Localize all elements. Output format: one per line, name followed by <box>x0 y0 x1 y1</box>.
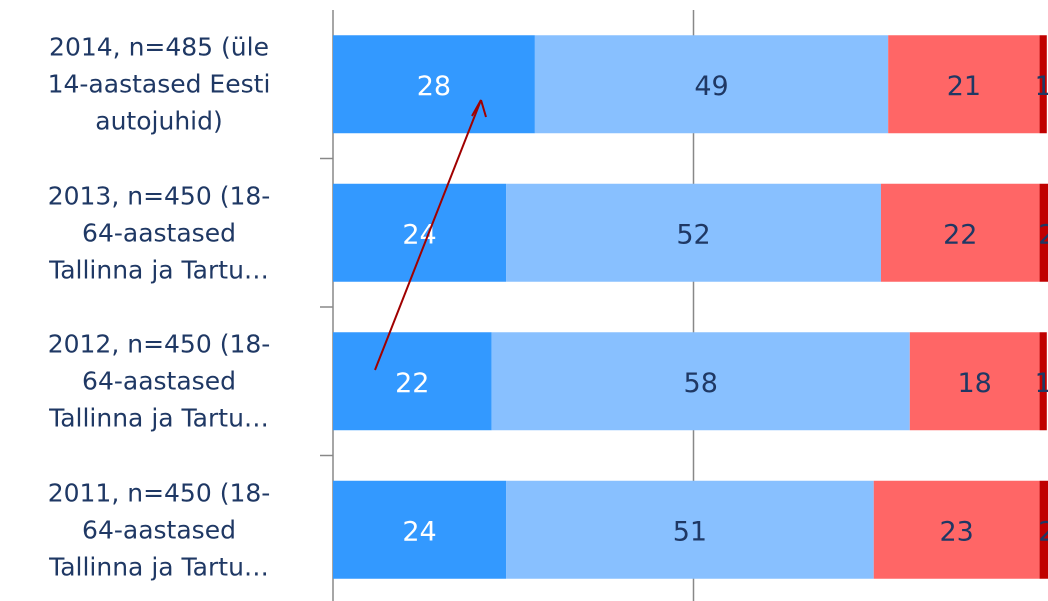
value-label: 49 <box>694 71 728 102</box>
value-label: 1 <box>1035 368 1048 399</box>
category-label: 2014, n=485 (üle 14-aastased Eesti autoj… <box>47 32 271 136</box>
bar-segment <box>888 35 1040 134</box>
value-label: 22 <box>395 368 429 399</box>
value-label: 2 <box>1038 219 1048 250</box>
category-label: 2011, n=450 (18- 64-aastased Tallinna ja… <box>47 478 271 582</box>
bar-segment <box>333 35 535 134</box>
bar-segment <box>333 480 507 579</box>
value-label: 18 <box>958 368 992 399</box>
value-label: 24 <box>402 219 436 250</box>
value-label: 21 <box>947 71 981 102</box>
annotation-arrow <box>374 99 482 371</box>
category-label: 2013, n=450 (18- 64-aastased Tallinna ja… <box>47 181 271 285</box>
value-label: 22 <box>943 219 977 250</box>
bar-segment <box>873 480 1040 579</box>
bar-segment <box>880 183 1040 282</box>
value-label: 58 <box>684 368 718 399</box>
value-label: 52 <box>676 219 710 250</box>
value-label: 1 <box>1035 71 1048 102</box>
value-label: 2 <box>1038 516 1048 547</box>
value-label: 28 <box>417 71 451 102</box>
bar-segment <box>506 183 881 282</box>
bar-segment <box>506 480 874 579</box>
value-label: 51 <box>673 516 707 547</box>
bar-segment <box>1039 35 1047 134</box>
bar-segment <box>333 183 507 282</box>
category-label: 2012, n=450 (18- 64-aastased Tallinna ja… <box>47 329 271 433</box>
bar-segment <box>534 35 889 134</box>
bar-segment <box>1039 480 1048 579</box>
value-label: 24 <box>402 516 436 547</box>
value-label: 23 <box>939 516 973 547</box>
bar-segment <box>491 332 910 431</box>
bar-segment <box>909 332 1040 431</box>
annotation-arrowhead <box>471 99 487 118</box>
bar-segment <box>1039 332 1047 431</box>
bar-segment <box>333 332 492 431</box>
bar-segment <box>1039 183 1048 282</box>
